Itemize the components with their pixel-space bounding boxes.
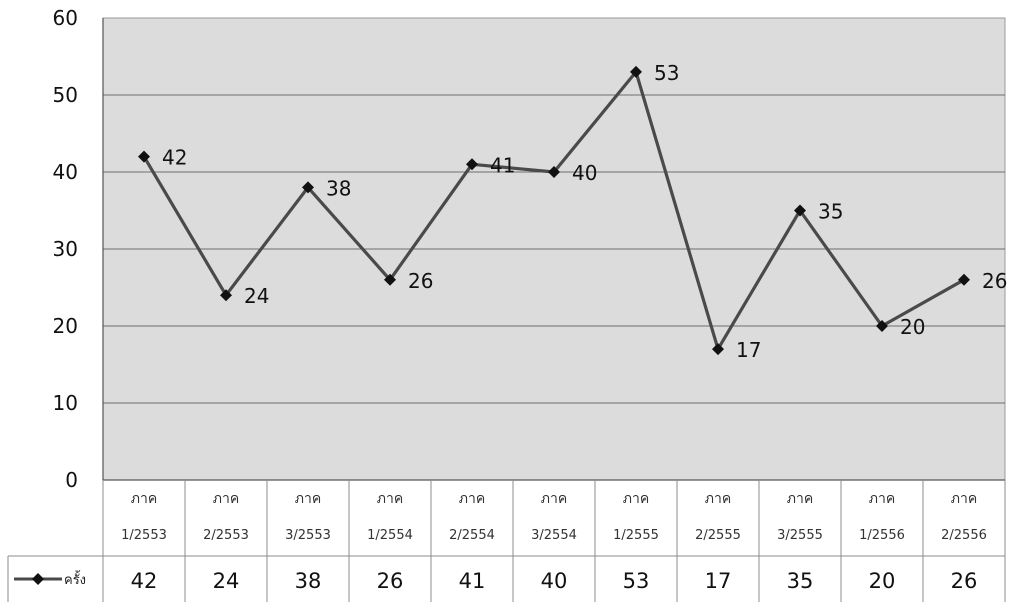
data-label: 41 [490, 153, 515, 177]
data-label: 20 [900, 315, 925, 339]
data-label: 42 [162, 146, 187, 170]
y-tick-label: 30 [53, 237, 78, 261]
table-value: 26 [377, 569, 404, 593]
data-point [876, 320, 888, 332]
x-tick-label-prefix: ภาค [213, 491, 239, 507]
x-tick-label: 3/2555 [777, 528, 823, 543]
data-label: 17 [736, 338, 761, 362]
data-point [548, 166, 560, 178]
x-tick-label: 2/2554 [449, 528, 495, 543]
legend-series-name: ครั้ง [64, 570, 86, 588]
table-value: 40 [541, 569, 568, 593]
data-point [384, 273, 396, 286]
data-point [630, 65, 642, 78]
x-tick-label: 1/2554 [367, 528, 413, 543]
table-value: 24 [213, 569, 240, 593]
data-point [302, 181, 314, 194]
x-tick-label-prefix: ภาค [869, 491, 895, 507]
data-label: 53 [654, 61, 679, 85]
data-point [466, 158, 478, 171]
table-value: 38 [295, 569, 322, 593]
x-tick-label-prefix: ภาค [131, 491, 157, 507]
x-tick-label-prefix: ภาค [951, 491, 977, 507]
x-tick-label-prefix: ภาค [459, 491, 485, 507]
data-label: 38 [326, 176, 351, 200]
y-tick-label: 60 [53, 6, 78, 30]
x-tick-label-prefix: ภาค [623, 491, 649, 507]
table-value: 53 [623, 569, 650, 593]
table-value: 42 [131, 569, 158, 593]
x-tick-label: 3/2553 [285, 528, 331, 543]
data-label: 26 [982, 269, 1007, 293]
data-point [958, 273, 970, 286]
x-tick-label-prefix: ภาค [377, 491, 403, 507]
data-point [220, 289, 232, 302]
x-tick-label-prefix: ภาค [787, 491, 813, 507]
y-tick-label: 50 [53, 83, 78, 107]
data-label: 26 [408, 269, 433, 293]
x-tick-label: 1/2553 [121, 528, 167, 543]
x-tick-label-prefix: ภาค [705, 491, 731, 507]
table-value: 26 [951, 569, 978, 593]
x-tick-label-prefix: ภาค [541, 491, 567, 507]
y-tick-label: 0 [65, 468, 78, 492]
table-value: 20 [869, 569, 896, 593]
y-tick-label: 10 [53, 391, 78, 415]
data-point [712, 343, 724, 356]
y-tick-label: 20 [53, 314, 78, 338]
table-value: 41 [459, 569, 486, 593]
data-label: 24 [244, 284, 269, 308]
x-tick-label: 3/2554 [531, 528, 577, 543]
y-tick-label: 40 [53, 160, 78, 184]
table-value: 17 [705, 569, 732, 593]
data-point [138, 150, 150, 163]
data-point [794, 204, 806, 217]
data-label: 40 [572, 161, 597, 185]
x-tick-label: 2/2556 [941, 528, 987, 543]
legend-marker [32, 573, 44, 585]
x-tick-label: 2/2553 [203, 528, 249, 543]
x-tick-label: 2/2555 [695, 528, 741, 543]
x-tick-label-prefix: ภาค [295, 491, 321, 507]
table-value: 35 [787, 569, 814, 593]
x-tick-label: 1/2555 [613, 528, 659, 543]
x-tick-label: 1/2556 [859, 528, 905, 543]
data-label: 35 [818, 200, 843, 224]
